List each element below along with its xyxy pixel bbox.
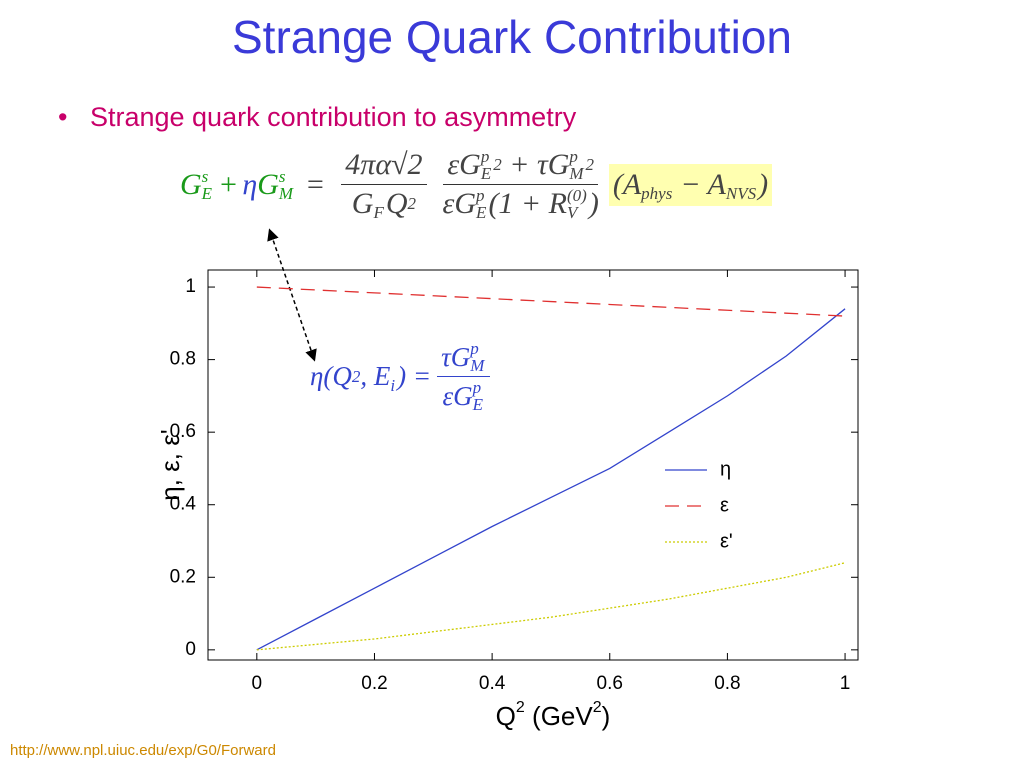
y-tick-label: 0 <box>185 639 196 660</box>
eq-sub: M <box>569 164 584 183</box>
eq-fraction: τG p M εG p E <box>437 339 491 414</box>
eq-sub: F <box>373 203 384 222</box>
x-axis-label-part: 2 <box>516 699 525 716</box>
eq-term: ) = <box>397 361 432 391</box>
bullet: • Strange quark contribution to asymmetr… <box>58 102 577 132</box>
eq-sup: p <box>476 186 485 205</box>
eq-term: τG <box>441 341 471 372</box>
eq-term: ) <box>588 187 599 220</box>
eq-term: G <box>180 167 202 201</box>
eq-sup: (0) <box>567 186 587 205</box>
eq-sup: p <box>569 147 578 166</box>
y-tick-label: 1 <box>185 276 196 297</box>
y-tick-label: 0.4 <box>170 494 197 515</box>
eq-sup: 2 <box>407 194 417 213</box>
eq-term: Q <box>385 187 408 220</box>
eq-term: − A <box>680 167 726 201</box>
x-tick-label: 0.2 <box>361 673 387 694</box>
source-url[interactable]: http://www.npl.uiuc.edu/exp/G0/Forward <box>10 742 276 759</box>
asymmetry-highlight: (A phys − A NVS) <box>608 163 773 206</box>
eq-term: (A <box>612 167 642 201</box>
eq-sup: 2 <box>585 155 595 174</box>
x-tick-label: 0 <box>252 673 263 694</box>
eq-sub: phys <box>641 183 673 203</box>
arrow <box>267 228 317 362</box>
eq-term: εG <box>442 187 477 220</box>
x-axis-label: Q2 (GeV2) <box>496 699 611 731</box>
eq-term: (1 + R <box>488 187 567 220</box>
eq-sub: E <box>472 395 484 414</box>
series-line <box>256 308 846 651</box>
eq-sup: p <box>472 378 482 397</box>
eq-term: G <box>257 167 279 201</box>
eq-sup: s <box>278 166 286 186</box>
equation-2: η(Q 2, E i) = τG p M εG p E <box>310 340 496 413</box>
y-tick-label: 0.2 <box>170 566 196 587</box>
x-axis-label-part: (GeV <box>525 701 594 731</box>
eq-term: = <box>305 167 326 201</box>
x-axis-label-part: 2 <box>593 699 602 716</box>
eq-term: ) <box>758 167 769 201</box>
eq-term: 4πα√2 <box>345 148 423 181</box>
eq-sup: 2 <box>351 366 361 386</box>
legend-label: η <box>720 458 731 480</box>
eq-term: εG <box>447 148 481 181</box>
title: Strange Quark Contribution <box>232 11 792 63</box>
eq-sup: s <box>201 166 209 186</box>
y-tick-label: 0.6 <box>170 421 196 442</box>
legend-label: ε <box>720 494 729 516</box>
y-axis-label: η, ε, ε' <box>155 429 185 501</box>
eq-term: + τG <box>509 148 570 181</box>
y-tick-label: 0.8 <box>170 349 196 370</box>
x-axis-label-part: Q <box>496 701 516 731</box>
x-tick-label: 0.6 <box>597 673 623 694</box>
eq-term: η(Q <box>310 361 352 391</box>
eq-term: + <box>218 167 239 201</box>
eq-fraction: εG p E 2 + τG p M 2 εG p E (1 + R (0) V) <box>439 148 603 221</box>
eq-sup: p <box>470 339 479 358</box>
series-line <box>256 286 846 317</box>
eq-sub: E <box>480 164 492 183</box>
eq-sub: M <box>470 356 485 375</box>
eq-sub: NVS <box>725 183 757 203</box>
eq-term: η <box>242 167 258 201</box>
eq-term: εG <box>442 380 473 411</box>
eq-sub: i <box>390 375 396 395</box>
x-tick-label: 0.8 <box>714 673 740 694</box>
series-line <box>256 562 846 651</box>
x-tick-label: 1 <box>840 673 851 694</box>
x-tick-label: 0.4 <box>479 673 506 694</box>
legend-label: ε' <box>720 530 733 552</box>
eq-sub: M <box>278 183 294 203</box>
bullet-text: Strange quark contribution to asymmetry <box>89 102 577 132</box>
eq-sub: E <box>476 203 487 222</box>
x-axis-label-part: ) <box>602 701 611 731</box>
eq-sub: V <box>567 203 578 222</box>
eq-term: G <box>351 187 374 220</box>
eq-term: , E <box>360 361 391 391</box>
eq-sub: E <box>201 183 213 203</box>
eq-sup: p <box>480 147 490 166</box>
plot-frame <box>207 269 859 661</box>
eq-sup: 2 <box>493 155 502 174</box>
